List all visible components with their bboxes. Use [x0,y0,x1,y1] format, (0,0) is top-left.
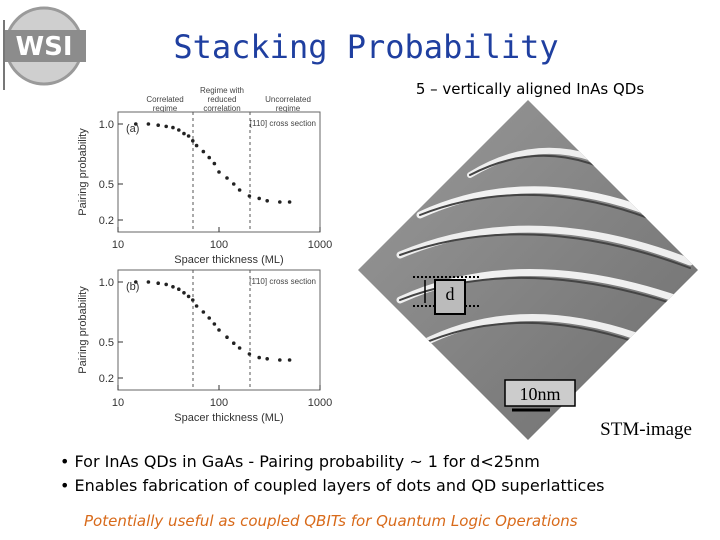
x-tick-label: 1000 [308,397,332,409]
data-point [212,322,217,326]
data-point [231,182,236,186]
data-point [278,358,282,362]
y-tick-label: 1.0 [99,277,114,289]
data-point [201,310,206,314]
data-point [156,123,160,127]
x-axis-label: Spacer thickness (ML) [174,412,283,424]
data-point [207,155,212,160]
y-tick-label: 1.0 [99,119,114,131]
data-point [225,176,229,180]
data-point [194,143,199,148]
y-axis-label: Pairing probability [77,286,89,374]
x-tick-label: 100 [210,239,228,251]
data-point [177,287,181,292]
data-point [164,124,168,129]
data-point [182,131,186,136]
data-point [231,341,236,346]
data-point [186,134,191,138]
data-point [225,335,229,340]
data-point [207,316,212,320]
y-axis-label: Pairing probability [77,128,89,216]
y-tick-label: 0.5 [99,179,114,191]
regime-label: reduced [208,95,237,104]
data-point [171,285,175,289]
title: Stacking Probability [173,28,558,66]
annotation: [110] cross section [250,119,316,128]
regime-label: regime [276,104,301,113]
data-point [212,161,217,166]
data-point [177,128,181,132]
data-point [190,298,195,302]
x-tick-label: 1000 [308,239,332,251]
data-point [146,122,151,126]
data-point [257,355,261,360]
bullet: • For InAs QDs in GaAs - Pairing probabi… [60,452,540,471]
data-point [237,346,242,350]
regime-label: Regime with [200,86,244,95]
logo: WSI [4,6,86,86]
data-point [182,291,186,295]
panel-label: (a) [126,123,139,135]
data-point [146,280,151,284]
x-tick-label: 10 [112,397,124,409]
data-point [265,199,269,203]
stm-caption: 5 – vertically aligned InAs QDs [416,80,645,98]
stm-label: STM-image [600,419,692,440]
data-point [201,149,206,154]
data-point [265,357,269,361]
footer: Potentially useful as coupled QBITs for … [84,512,578,530]
regime-label: regime [153,104,178,113]
data-point [257,196,261,201]
x-axis-label: Spacer thickness (ML) [174,254,283,266]
data-point [171,125,175,130]
regime-label: Correlated [146,95,183,104]
stm-image: d 10nm [358,100,698,440]
y-tick-label: 0.2 [99,373,114,385]
regime-label: correlation [203,104,240,113]
x-tick-label: 100 [210,397,228,409]
data-point [217,328,221,332]
data-point [164,282,168,287]
data-point [190,139,195,143]
y-tick-label: 0.2 [99,215,114,227]
data-point [217,170,221,174]
data-point [186,294,191,299]
bullet: • Enables fabrication of coupled layers … [60,476,605,495]
data-point [247,352,252,356]
annotation: [1̄10] cross section [249,277,316,286]
data-point [133,280,138,284]
stm-d: d [446,284,455,304]
regime-label: Uncorrelated [265,95,311,104]
logo-text: WSI [15,32,72,62]
data-point [247,194,252,198]
y-tick-label: 0.5 [99,337,114,349]
data-point [287,200,292,204]
x-tick-label: 10 [112,239,124,251]
panel-label: (b) [126,281,139,293]
data-point [156,281,160,286]
stm-scale: 10nm [519,384,560,404]
data-point [278,200,282,204]
data-point [194,304,199,308]
data-point [133,122,138,126]
data-point [237,188,242,192]
data-point [287,358,292,362]
